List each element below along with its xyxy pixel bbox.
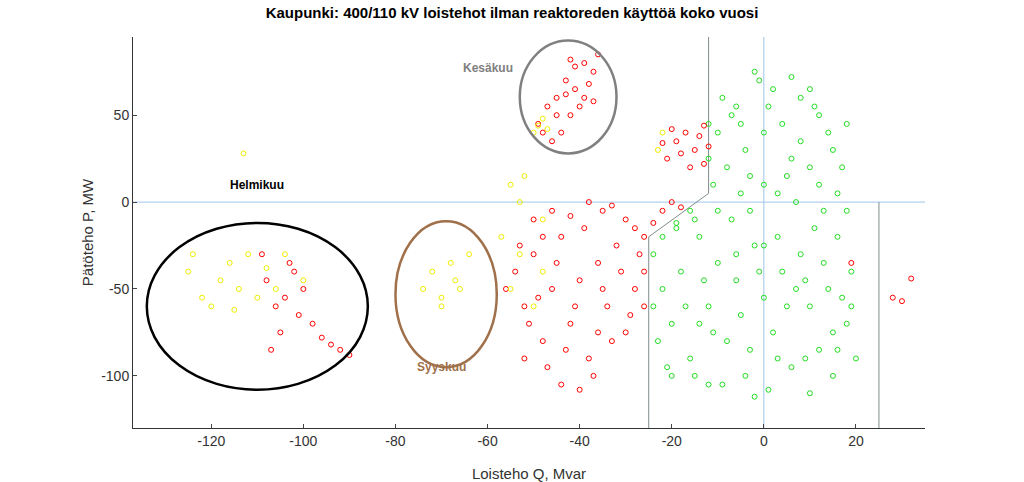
svg-text:-80: -80 [385,433,405,449]
svg-text:50: 50 [114,107,130,123]
svg-text:Pätöteho P, MW: Pätöteho P, MW [79,178,96,286]
svg-text:-100: -100 [289,433,317,449]
svg-text:Kaupunki: 400/110 kV loistehot: Kaupunki: 400/110 kV loistehot ilman rea… [266,4,759,21]
svg-text:-40: -40 [570,433,590,449]
svg-text:0: 0 [760,433,768,449]
svg-text:Loisteho Q, Mvar: Loisteho Q, Mvar [472,465,586,482]
svg-text:-20: -20 [662,433,682,449]
svg-text:0: 0 [121,194,129,210]
svg-text:20: 20 [848,433,864,449]
svg-text:Kesäkuu: Kesäkuu [463,61,513,75]
svg-text:-120: -120 [197,433,225,449]
svg-text:-50: -50 [109,281,129,297]
svg-text:Helmikuu: Helmikuu [230,178,284,192]
svg-text:-100: -100 [101,368,129,384]
svg-text:Syyskuu: Syyskuu [417,360,466,374]
svg-text:-60: -60 [477,433,497,449]
